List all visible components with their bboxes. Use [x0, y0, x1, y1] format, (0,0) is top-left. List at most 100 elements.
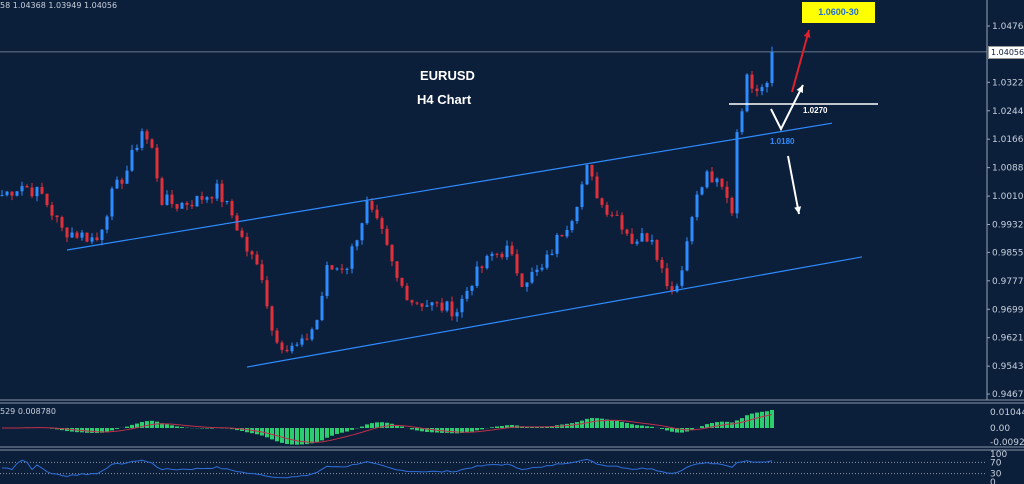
- candle-body: [145, 131, 149, 140]
- candle-body: [705, 171, 709, 188]
- macd-tick-label: -0.009236: [990, 438, 1024, 448]
- candle-body: [740, 111, 744, 133]
- last-price-tag: 1.04056: [988, 46, 1024, 59]
- candle-body: [220, 183, 224, 203]
- candle-body: [65, 227, 69, 238]
- candle-body: [5, 191, 9, 196]
- candle-body: [585, 164, 589, 185]
- candle-body: [580, 184, 584, 207]
- candle-body: [625, 229, 629, 234]
- candle-body: [195, 196, 199, 207]
- candle-body: [130, 149, 134, 171]
- candle-body: [695, 194, 699, 218]
- candle-body: [715, 178, 719, 183]
- candle-body: [225, 201, 229, 203]
- candle-body: [735, 132, 739, 214]
- candle-body: [190, 204, 194, 207]
- candle-body: [25, 185, 29, 188]
- candle-body: [335, 268, 339, 270]
- candle-body: [285, 349, 289, 352]
- candle-body: [355, 240, 359, 247]
- candle-body: [85, 232, 89, 242]
- candle-body: [275, 330, 279, 343]
- candle-body: [685, 241, 689, 271]
- candle-body: [485, 255, 489, 269]
- candle-body: [395, 261, 399, 278]
- candle-body: [15, 191, 19, 196]
- candle-body: [160, 178, 164, 205]
- rsi-tick-label: 100: [990, 450, 1007, 460]
- candle-body: [45, 193, 49, 206]
- candle-body: [590, 164, 594, 177]
- candle-body: [510, 245, 514, 255]
- candle-body: [360, 223, 364, 241]
- candle-body: [175, 204, 179, 209]
- candle-body: [545, 254, 549, 268]
- candle-body: [610, 214, 614, 216]
- candle-body: [660, 259, 664, 269]
- candle-body: [555, 234, 559, 254]
- ohlc-readout: 58 1.04368 1.03949 1.04056: [0, 1, 118, 10]
- candle-body: [700, 187, 704, 195]
- candle-body: [80, 232, 84, 238]
- candle-body: [430, 302, 434, 306]
- retest-bounce-arrow: [770, 84, 804, 132]
- candle-body: [295, 344, 299, 346]
- price-tick-label: 0.98555: [992, 248, 1024, 258]
- candle-body: [385, 228, 389, 245]
- rsi-line: [2, 458, 773, 479]
- candle-body: [725, 186, 729, 198]
- bullish-target-arrow-head: [803, 30, 811, 38]
- candle-body: [270, 306, 274, 331]
- candle-body: [745, 74, 749, 112]
- candle-body: [525, 282, 529, 287]
- candle-body: [55, 215, 59, 218]
- candle-body: [460, 298, 464, 313]
- candle-body: [70, 232, 74, 238]
- candle-body: [520, 273, 524, 287]
- channel-lower-line: [246, 256, 863, 368]
- candle-body: [640, 233, 644, 242]
- bearish-arrow: [787, 155, 800, 215]
- rsi-tick-label: 0: [990, 478, 996, 484]
- candle-body: [200, 196, 204, 200]
- candle-body: [670, 286, 674, 292]
- candle-body: [755, 88, 759, 92]
- candle-body: [600, 198, 604, 205]
- candle-body: [470, 285, 474, 291]
- price-tick-label: 0.97775: [992, 277, 1024, 287]
- candle-body: [125, 170, 129, 184]
- candle-body: [345, 268, 349, 270]
- candle-body: [440, 302, 444, 311]
- candle-body: [530, 271, 534, 283]
- candle-body: [690, 217, 694, 242]
- candle-body: [720, 178, 724, 187]
- candle-body: [250, 251, 254, 255]
- candle-body: [245, 236, 249, 252]
- candle-body: [380, 218, 384, 229]
- price-tick-label: 1.04765: [992, 22, 1024, 32]
- candle-body: [595, 176, 599, 199]
- candle-body: [505, 245, 509, 258]
- candle-body: [500, 253, 504, 258]
- candle-body: [750, 74, 754, 89]
- candle-body: [150, 139, 154, 148]
- price-tick-label: 0.96995: [992, 305, 1024, 315]
- candle-body: [20, 185, 24, 192]
- candle-body: [180, 202, 184, 209]
- candle-body: [390, 244, 394, 262]
- candle-body: [475, 266, 479, 286]
- timeframe-title: H4 Chart: [417, 92, 472, 107]
- macd-tick-label: 0.00: [990, 424, 1010, 434]
- candle-body: [100, 229, 104, 241]
- candle-body: [315, 320, 319, 330]
- candle-body: [95, 237, 99, 241]
- rsi-tick-label: 30: [990, 470, 1002, 480]
- candle-body: [240, 230, 244, 237]
- price-tick-label: 1.01660: [992, 135, 1024, 145]
- candle-body: [620, 215, 624, 230]
